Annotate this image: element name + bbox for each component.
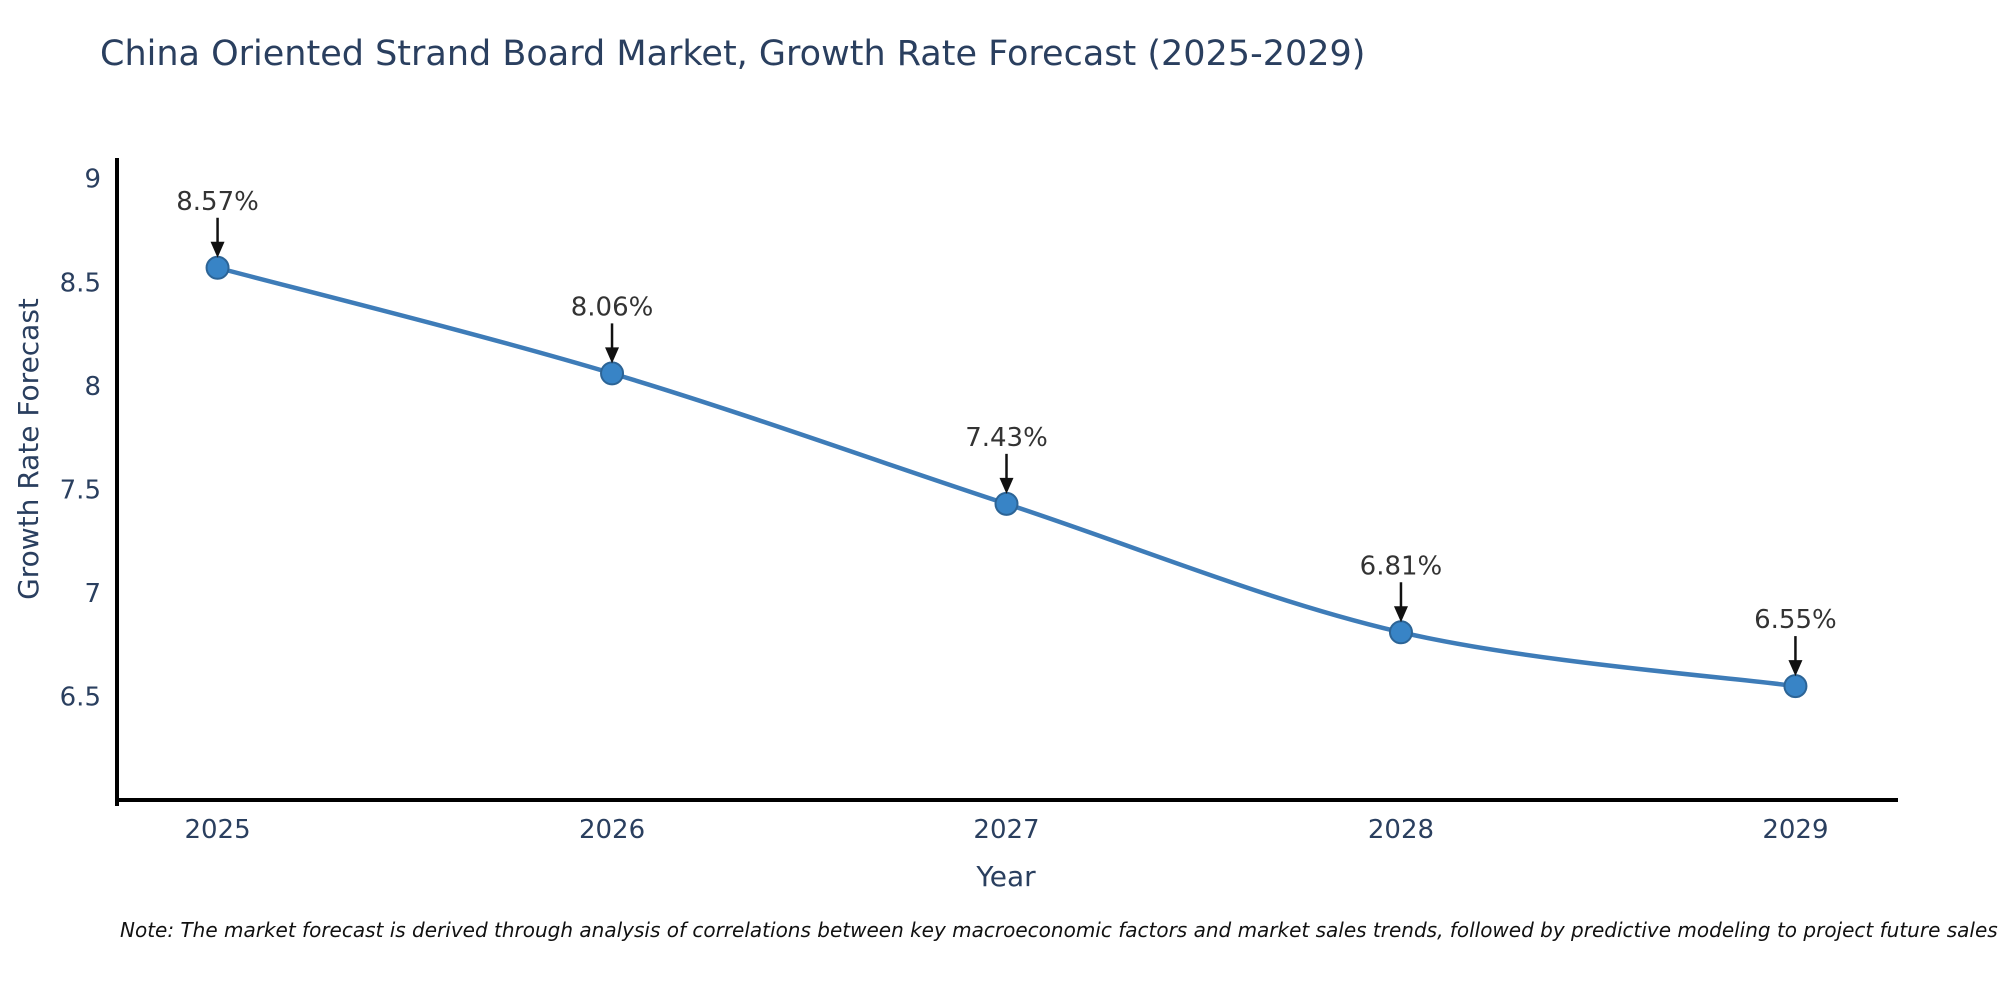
data-point-marker[interactable] [600,361,625,386]
y-tick-label: 7.5 [60,475,101,505]
data-point-label: 6.81% [1360,551,1443,581]
annotation-arrow-head-icon [605,347,620,364]
x-tick-label: 2029 [1762,815,1828,845]
data-point-label: 8.57% [176,187,259,217]
annotation-arrow-head-icon [210,241,225,258]
x-tick-label: 2026 [579,815,645,845]
data-point-marker[interactable] [205,255,230,280]
data-point-label: 6.55% [1754,605,1837,635]
annotation-arrow-head-icon [1393,606,1408,623]
annotation-arrow-head-icon [999,477,1014,494]
data-point-label: 8.06% [571,292,654,322]
data-point-marker[interactable] [1783,674,1808,699]
data-point-label: 7.43% [965,423,1048,453]
data-point-marker[interactable] [994,491,1019,516]
x-tick-label: 2025 [184,815,250,845]
y-tick-label: 8 [84,372,101,402]
y-tick-label: 6.5 [60,682,101,712]
y-tick-label: 7 [84,579,101,609]
data-point-marker[interactable] [1388,620,1413,645]
x-tick-label: 2028 [1368,815,1434,845]
x-axis-title: Year [976,860,1036,893]
chart-title: China Oriented Strand Board Market, Grow… [100,34,1366,74]
x-tick-label: 2027 [973,815,1039,845]
footnote-text: Note: The market forecast is derived thr… [120,918,1998,942]
annotation-arrow-head-icon [1788,660,1803,677]
y-axis-title: Growth Rate Forecast [12,298,45,600]
y-tick-label: 8.5 [60,268,101,298]
y-tick-label: 9 [84,165,101,195]
